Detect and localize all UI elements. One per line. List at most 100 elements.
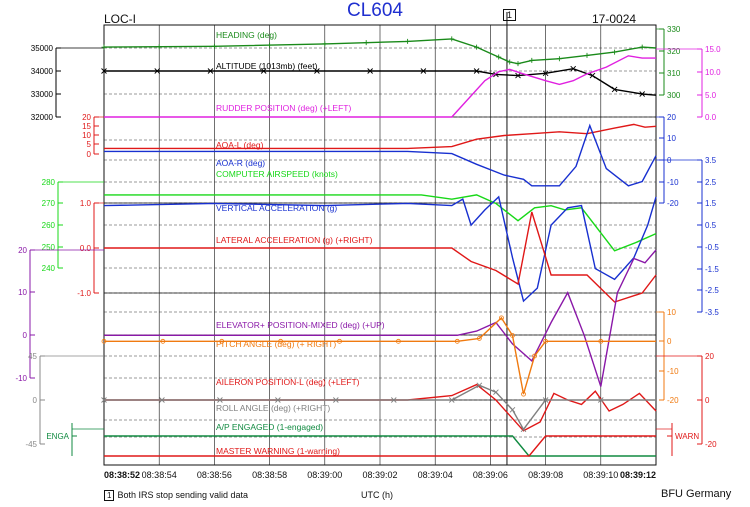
series-line-rudder bbox=[104, 55, 656, 118]
series-marker-roll bbox=[597, 397, 604, 403]
series-marker-altitude bbox=[101, 68, 107, 74]
series-marker-roll bbox=[476, 382, 483, 389]
y-tick-label-alt: 35000 bbox=[31, 44, 54, 53]
report-number-label: 17-0024 bbox=[592, 12, 637, 26]
series-marker-roll bbox=[159, 397, 165, 403]
series-marker-roll bbox=[390, 397, 397, 403]
x-tick-label: 08:38:54 bbox=[142, 470, 177, 480]
y-tick-label-pitch: -10 bbox=[667, 367, 679, 376]
series-marker-heading bbox=[322, 41, 328, 47]
x-tick-label: 08:39:04 bbox=[418, 470, 453, 480]
series-marker-heading bbox=[515, 61, 521, 67]
y-tick-label-aoa_l: 20 bbox=[82, 113, 91, 122]
y-tick-label-alt: 32000 bbox=[31, 113, 54, 122]
y-tick-label-ap: ENGA bbox=[46, 432, 69, 441]
series-marker-altitude bbox=[473, 68, 480, 74]
x-tick-label: 08:38:52 bbox=[104, 470, 140, 480]
series-marker-roll bbox=[275, 397, 281, 403]
series-marker-pitch bbox=[521, 391, 526, 397]
series-marker-roll bbox=[509, 406, 516, 413]
series-marker-pitch bbox=[160, 338, 166, 344]
x-tick-label: 08:39:00 bbox=[307, 470, 342, 480]
y-tick-label-airspeed: 260 bbox=[42, 221, 56, 230]
series-label-warn: MASTER WARNING (1-warning) bbox=[216, 446, 340, 456]
series-marker-roll bbox=[542, 397, 549, 403]
event-type-label: LOC-I bbox=[104, 12, 137, 26]
series-line-lat_acc bbox=[104, 211, 657, 303]
y-tick-label-aoa_r: -10 bbox=[667, 178, 679, 187]
y-tick-label-aoa_r: -20 bbox=[667, 199, 679, 208]
series-label-airspeed: COMPUTER AIRSPEED (knots) bbox=[216, 169, 338, 179]
series-label-heading: HEADING (deg) bbox=[216, 30, 277, 40]
series-label-lat_acc: LATERAL ACCELERATION (g) (+RIGHT) bbox=[216, 235, 373, 245]
y-tick-label-vert_acc: -0.5 bbox=[705, 243, 719, 252]
y-tick-label-aoa_r: 10 bbox=[667, 134, 676, 143]
series-marker-altitude bbox=[154, 68, 161, 74]
x-axis-label: UTC (h) bbox=[361, 490, 393, 500]
footnote: 1 Both IRS stop sending valid data bbox=[104, 490, 248, 501]
series-marker-altitude bbox=[542, 70, 549, 77]
series-marker-heading bbox=[496, 54, 502, 60]
y-tick-label-elevator: 20 bbox=[18, 246, 27, 255]
series-marker-heading bbox=[101, 44, 107, 50]
y-tick-label-heading: 310 bbox=[667, 69, 681, 78]
series-marker-altitude bbox=[260, 68, 267, 74]
y-tick-label-aoa_r: 0 bbox=[667, 156, 672, 165]
series-marker-pitch bbox=[454, 338, 460, 344]
y-tick-label-pitch: 10 bbox=[667, 308, 676, 317]
series-marker-altitude bbox=[420, 68, 427, 74]
event-marker-box: 1 bbox=[503, 9, 517, 21]
y-tick-label-elevator: -10 bbox=[15, 374, 27, 383]
y-tick-label-pitch: 0 bbox=[667, 337, 672, 346]
y-tick-label-aoa_r: 20 bbox=[667, 113, 676, 122]
series-marker-roll bbox=[448, 397, 455, 403]
y-tick-label-roll: 20 bbox=[705, 352, 714, 361]
series-marker-altitude bbox=[570, 65, 577, 72]
y-tick-label-lat_acc: -1.0 bbox=[77, 289, 91, 298]
series-marker-pitch bbox=[499, 315, 504, 321]
series-label-rudder: RUDDER POSITION (deg) (+LEFT) bbox=[216, 103, 351, 113]
series-label-vert_acc: VERTICAL ACCELERATION (g) bbox=[216, 203, 337, 213]
series-marker-heading bbox=[507, 59, 513, 65]
y-tick-label-elevator: 10 bbox=[18, 288, 27, 297]
y-tick-label-airspeed: 280 bbox=[42, 178, 56, 187]
y-tick-label-vert_acc: 3.5 bbox=[705, 156, 717, 165]
y-tick-label-rudder: 15.0 bbox=[705, 45, 721, 54]
series-label-roll: ROLL ANGLE (deg) (+RIGHT) bbox=[216, 403, 330, 413]
x-tick-label: 08:38:58 bbox=[252, 470, 287, 480]
y-tick-label-vert_acc: -2.5 bbox=[705, 286, 719, 295]
series-marker-pitch bbox=[219, 338, 225, 344]
series-marker-roll bbox=[333, 397, 339, 403]
footnote-text: Both IRS stop sending valid data bbox=[117, 490, 249, 500]
series-marker-roll bbox=[217, 397, 223, 403]
x-tick-label: 08:39:12 bbox=[620, 470, 656, 480]
x-tick-label: 08:39:08 bbox=[528, 470, 563, 480]
series-label-aileron: AILERON POSITION-L (deg) (+LEFT) bbox=[216, 377, 360, 387]
series-line-vert_acc bbox=[103, 195, 657, 303]
y-tick-label-aoa_l: 15 bbox=[82, 122, 91, 131]
series-marker-pitch bbox=[598, 338, 604, 344]
series-marker-pitch bbox=[395, 338, 401, 344]
y-tick-label-roll: 0 bbox=[705, 396, 710, 405]
series-marker-heading bbox=[556, 56, 562, 62]
series-marker-pitch bbox=[532, 353, 537, 359]
y-tick-label-heading: 320 bbox=[667, 47, 681, 56]
y-tick-label-roll: -20 bbox=[705, 440, 717, 449]
series-marker-altitude bbox=[589, 72, 596, 79]
x-tick-label: 08:39:02 bbox=[362, 470, 397, 480]
series-label-elevator: ELEVATOR+ POSITION-MIXED (deg) (+UP) bbox=[216, 320, 385, 330]
series-marker-heading bbox=[156, 44, 162, 50]
series-marker-altitude bbox=[314, 68, 320, 74]
series-marker-heading bbox=[612, 49, 618, 55]
y-tick-label-vert_acc: -1.5 bbox=[705, 265, 719, 274]
y-tick-label-elevator: 0 bbox=[23, 331, 28, 340]
series-marker-heading bbox=[639, 44, 645, 50]
credit-label: BFU Germany bbox=[661, 488, 732, 500]
series-marker-pitch bbox=[510, 333, 515, 338]
y-tick-label-aileron: 45 bbox=[28, 352, 37, 361]
series-marker-altitude bbox=[207, 68, 214, 74]
series-marker-heading bbox=[211, 43, 217, 49]
series-marker-heading bbox=[449, 36, 455, 42]
series-marker-altitude bbox=[515, 72, 521, 79]
